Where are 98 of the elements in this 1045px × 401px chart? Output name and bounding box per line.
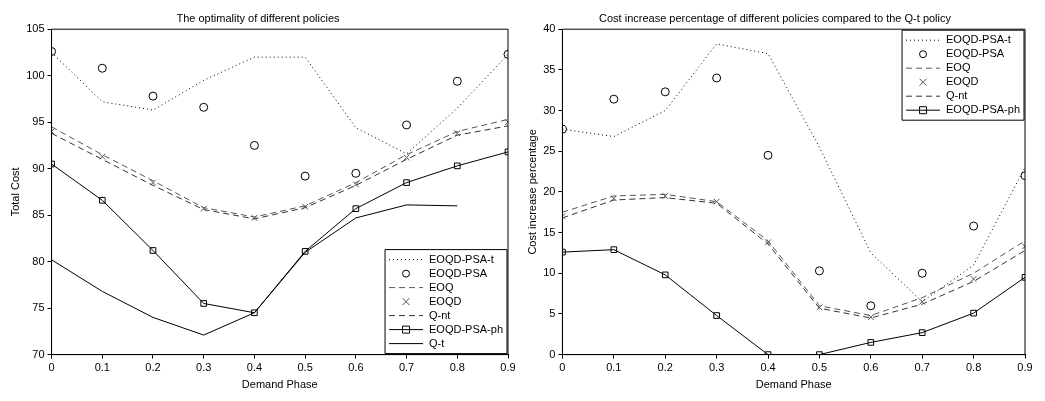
x-tick-label: 0.3 [196,361,212,374]
point [867,339,875,346]
y-tick-label: 10 [543,266,556,279]
y-tick-label: 85 [32,208,45,221]
legend-label: Q-t [429,336,445,349]
y-tick-label: 20 [543,184,556,197]
legend-label: EOQD-PSA [946,47,1005,60]
point [149,247,157,254]
x-tick-label: 0.1 [606,361,622,374]
point [918,329,926,336]
x-axis-title: Demand Phase [241,378,318,391]
x-axis-title: Demand Phase [755,378,832,391]
point [917,268,927,278]
point [970,309,977,317]
y-tick-label: 5 [549,306,556,319]
x-tick-label: 0.2 [145,361,161,374]
point [764,239,772,246]
legend-label: EOQ [946,61,971,74]
legend-label: EOQD-PSA-ph [946,103,1020,116]
y-axis-title: Total Cost [8,167,21,217]
y-tick-label: 25 [543,144,556,157]
point [610,246,618,253]
legend-label: Q-nt [946,89,968,102]
chart-title: Cost increase percentage of different policies compared to the Q-t policy [599,11,952,24]
legend-label: EOQ [429,280,454,293]
x-tick-label: 0.9 [500,361,516,374]
point [452,76,462,86]
point [661,192,669,200]
y-tick-label: 80 [32,254,45,267]
x-tick-label: 0.6 [863,361,879,374]
x-tick-label: 0.8 [965,361,982,374]
point [352,181,360,188]
point [713,198,720,205]
point [98,153,106,160]
legend-label: EOQD-PSA-t [946,33,1011,46]
point [149,179,157,186]
x-tick-label: 0.7 [398,361,415,374]
x-tick-label: 0.4 [246,361,263,374]
point [301,248,309,255]
point [98,196,106,204]
y-tick-label: 75 [32,301,45,314]
point [402,120,412,130]
point [712,73,722,83]
legend-label: EOQD-PSA [429,266,488,279]
x-tick-label: 0.6 [348,361,364,374]
point [866,301,876,311]
point [148,91,158,101]
x-tick-label: 0.9 [1017,361,1033,374]
point [301,203,309,211]
point [403,179,410,186]
point [609,94,619,104]
point [251,214,258,222]
point [969,221,979,231]
point [661,271,669,279]
point [199,102,209,112]
point [610,195,618,202]
x-tick-label: 0.2 [657,361,673,374]
y-tick-label: 15 [543,225,556,238]
point [814,266,824,276]
point [970,275,977,283]
point [763,150,773,160]
legend-label: EOQD [429,294,462,307]
point [200,300,208,307]
x-tick-label: 0.7 [914,361,930,374]
x-tick-label: 0.4 [760,361,776,374]
point [300,171,310,181]
point [918,298,926,306]
y-axis-title: Cost increase percentage [525,129,538,255]
x-tick-label: 0.5 [297,361,313,374]
point [453,130,461,137]
legend-label: EOQD [946,75,979,88]
y-tick-label: 70 [32,347,45,360]
chart-title: The optimality of different policies [176,11,341,24]
y-tick-label: 35 [543,62,556,75]
x-tick-label: 0 [48,361,55,374]
legend-label: Q-nt [429,308,451,321]
x-tick-label: 0.1 [94,361,110,374]
legend-label: EOQD-PSA-ph [429,322,503,335]
x-tick-label: 0.5 [811,361,828,374]
point [351,168,361,178]
y-tick-label: 0 [549,347,556,360]
y-tick-label: 100 [26,68,45,81]
legend-label: EOQD-PSA-t [429,252,494,265]
point [713,312,720,319]
x-tick-label: 0.8 [449,361,465,374]
y-tick-label: 105 [26,22,45,35]
y-tick-label: 90 [32,161,45,174]
point [251,309,258,317]
y-tick-label: 40 [543,22,556,35]
y-tick-label: 95 [32,115,45,128]
point [249,140,259,150]
y-tick-label: 30 [543,103,556,116]
x-tick-label: 0 [559,361,566,374]
point [660,87,670,97]
point [97,63,107,73]
point [352,205,360,212]
point [453,162,461,170]
x-tick-label: 0.3 [708,361,725,374]
